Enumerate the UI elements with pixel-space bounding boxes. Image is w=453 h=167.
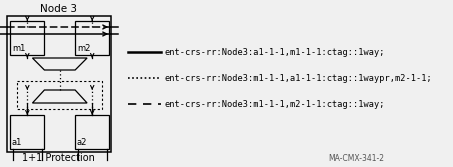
Text: m1: m1 (12, 44, 25, 53)
Text: a1: a1 (12, 138, 22, 147)
Text: a2: a2 (77, 138, 87, 147)
Text: Node 3: Node 3 (40, 4, 77, 14)
Text: ent-crs-rr:Node3:m1-1-1,m2-1-1:ctag::1way;: ent-crs-rr:Node3:m1-1-1,m2-1-1:ctag::1wa… (165, 100, 385, 109)
Text: MA-CMX-341-2: MA-CMX-341-2 (328, 154, 384, 163)
Text: ent-crs-rr:Node3:m1-1-1,a1-1-1:ctag::1waypr,m2-1-1;: ent-crs-rr:Node3:m1-1-1,a1-1-1:ctag::1wa… (165, 73, 433, 82)
Text: ent-crs-rr:Node3:a1-1-1,m1-1-1:ctag::1way;: ent-crs-rr:Node3:a1-1-1,m1-1-1:ctag::1wa… (165, 47, 385, 56)
Text: m2: m2 (77, 44, 90, 53)
Text: 1+1 Protection: 1+1 Protection (23, 153, 95, 163)
